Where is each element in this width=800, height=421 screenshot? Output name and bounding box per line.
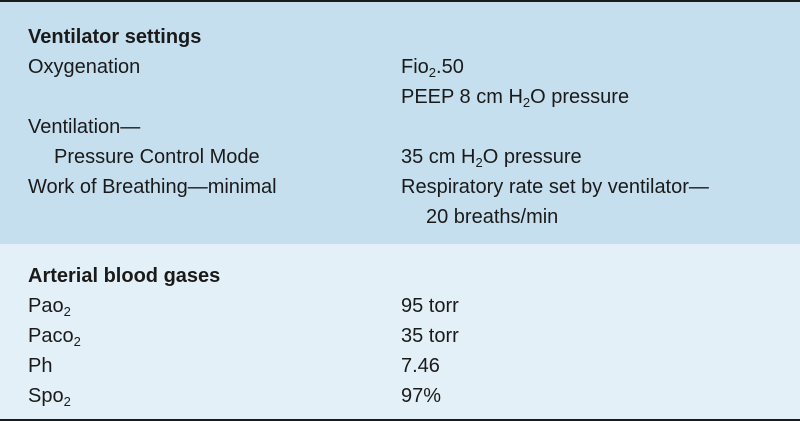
ventilation-label: Ventilation— <box>28 116 141 138</box>
oxygenation-label: Oxygenation <box>28 56 141 78</box>
respiratory-rate-row: 20 breaths/min <box>0 202 800 232</box>
abg-row-paco2: Paco2 35 torr <box>0 321 800 351</box>
work-of-breathing-label: Work of Breathing—minimal <box>28 176 277 198</box>
oxygenation-row: Oxygenation Fio2.50 <box>0 52 800 82</box>
peep-row: PEEP 8 cm H2O pressure <box>0 82 800 112</box>
pressure-control-row: Pressure Control Mode 35 cm H2O pressure <box>0 142 800 172</box>
pressure-control-value: 35 cm H2O pressure <box>401 146 582 170</box>
abg-value: 35 torr <box>401 325 459 347</box>
peep-value: PEEP 8 cm H2O pressure <box>401 86 630 110</box>
abg-value: 97% <box>401 385 442 407</box>
work-of-breathing-row: Work of Breathing—minimal Respiratory ra… <box>0 172 800 202</box>
pressure-control-label: Pressure Control Mode <box>54 146 260 168</box>
abg-label: Spo2 <box>28 385 71 409</box>
abg-row-ph: Ph 7.46 <box>0 351 800 381</box>
fio2-value: Fio2.50 <box>401 56 464 80</box>
arterial-blood-gases-section: Arterial blood gases Pao2 95 torr Paco2 … <box>0 244 800 419</box>
abg-heading-row: Arterial blood gases <box>0 261 800 291</box>
abg-row-pao2: Pao2 95 torr <box>0 291 800 321</box>
ventilation-row: Ventilation— <box>0 112 800 142</box>
respiratory-rate-line2: 20 breaths/min <box>426 206 559 228</box>
abg-value: 7.46 <box>401 355 440 377</box>
ventilator-settings-heading: Ventilator settings <box>28 26 202 48</box>
ventilator-settings-heading-row: Ventilator settings <box>0 22 800 52</box>
abg-value: 95 torr <box>401 295 459 317</box>
ventilator-settings-section: Ventilator settings Oxygenation Fio2.50 … <box>0 2 800 244</box>
abg-label: Pao2 <box>28 295 71 319</box>
abg-label: Paco2 <box>28 325 81 349</box>
abg-heading: Arterial blood gases <box>28 265 221 287</box>
abg-row-spo2: Spo2 97% <box>0 381 800 411</box>
respiratory-rate-line1: Respiratory rate set by ventilator— <box>401 176 709 198</box>
abg-label: Ph <box>28 355 53 377</box>
